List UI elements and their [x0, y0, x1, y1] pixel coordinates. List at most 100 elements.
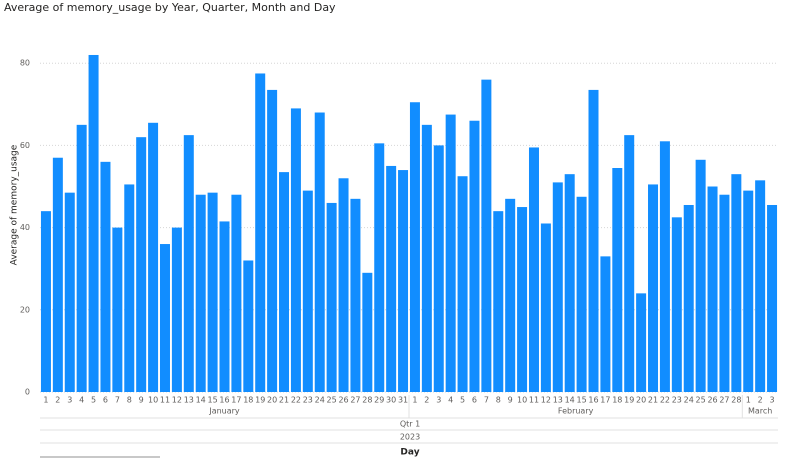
x-tick-label: 24	[684, 396, 694, 405]
x-tick-label: 12	[541, 396, 551, 405]
bar	[374, 143, 385, 392]
x-tick-label: 17	[231, 396, 241, 405]
bar	[350, 198, 361, 392]
chart-title: Average of memory_usage by Year, Quarter…	[4, 1, 336, 14]
x-tick-label: 21	[279, 396, 289, 405]
x-tick-label: 22	[291, 396, 301, 405]
bar	[636, 293, 647, 392]
bar	[719, 194, 730, 392]
x-tick-label: 13	[553, 396, 563, 405]
bar	[112, 227, 123, 392]
x-tick-label: 27	[350, 396, 360, 405]
x-tick-label: 7	[115, 396, 120, 405]
x-tick-label: 13	[184, 396, 194, 405]
bar	[207, 192, 218, 392]
x-tick-label: 4	[79, 396, 84, 405]
bar	[267, 89, 278, 392]
bar	[40, 211, 51, 392]
x-tick-label: 3	[436, 396, 441, 405]
x-tick-label: 8	[127, 396, 132, 405]
x-tick-label: 9	[139, 396, 144, 405]
y-tick-label: 20	[20, 305, 30, 314]
bar	[469, 120, 480, 393]
bar	[695, 159, 706, 392]
bar	[76, 124, 87, 392]
bar	[612, 168, 623, 392]
x-tick-label: 26	[707, 396, 717, 405]
x-tick-label: 14	[565, 396, 575, 405]
bar	[576, 196, 587, 392]
x-tick-label: 16	[588, 396, 598, 405]
bar	[505, 198, 516, 392]
bar	[707, 186, 718, 392]
x-tick-label: 16	[219, 396, 229, 405]
bar	[362, 272, 373, 392]
bar	[64, 192, 75, 392]
bar	[648, 184, 659, 392]
x-tick-label: 18	[612, 396, 622, 405]
x-tick-label: 15	[208, 396, 218, 405]
x-tick-label: 23	[672, 396, 682, 405]
y-tick-label: 0	[25, 388, 30, 397]
x-tick-label: 19	[624, 396, 634, 405]
bar	[255, 73, 266, 392]
x-tick-label: 9	[508, 396, 513, 405]
x-tick-label: 8	[496, 396, 501, 405]
x-tick-label: 11	[160, 396, 170, 405]
bar	[326, 202, 337, 392]
y-tick-label: 80	[20, 59, 30, 68]
bar	[409, 102, 420, 393]
bar	[159, 244, 170, 392]
x-tick-label: 3	[67, 396, 72, 405]
x-tick-label: 10	[148, 396, 158, 405]
bar	[743, 190, 754, 392]
bar	[528, 147, 539, 392]
x-tick-label: 1	[746, 396, 751, 405]
bar	[457, 176, 468, 392]
bar	[290, 108, 301, 392]
x-tick-label: 1	[412, 396, 417, 405]
x-tick-label: 27	[719, 396, 729, 405]
bar	[386, 165, 397, 392]
bar	[731, 174, 742, 392]
x-tick-label: 3	[770, 396, 775, 405]
y-tick-label: 60	[20, 141, 30, 150]
x-tick-label: 26	[338, 396, 348, 405]
bar	[183, 135, 194, 392]
x-axis-title: Day	[400, 448, 419, 458]
bar	[493, 211, 504, 392]
bar	[171, 227, 182, 392]
x-tick-label: 10	[517, 396, 527, 405]
x-tick-label: 2	[424, 396, 429, 405]
quarter-label: Qtr 1	[400, 420, 420, 429]
bar	[100, 161, 111, 392]
bar	[540, 223, 551, 392]
x-tick-label: 31	[398, 396, 408, 405]
bar	[338, 178, 349, 392]
month-label: January	[208, 407, 240, 416]
x-tick-label: 25	[696, 396, 706, 405]
bar	[481, 79, 492, 392]
x-tick-label: 18	[243, 396, 253, 405]
bar	[445, 114, 456, 392]
bar	[671, 217, 682, 392]
bar	[195, 194, 206, 392]
bar	[552, 182, 563, 392]
bar	[767, 204, 778, 392]
bar	[302, 190, 313, 392]
bar	[421, 124, 432, 392]
x-tick-label: 20	[636, 396, 646, 405]
x-tick-label: 25	[327, 396, 337, 405]
bar	[624, 135, 635, 392]
bar	[517, 207, 528, 392]
x-tick-label: 17	[600, 396, 610, 405]
bar	[124, 184, 135, 392]
year-label: 2023	[400, 433, 420, 442]
x-tick-label: 12	[172, 396, 182, 405]
x-tick-label: 21	[648, 396, 658, 405]
bar	[279, 172, 290, 392]
x-tick-label: 30	[386, 396, 396, 405]
x-tick-label: 2	[758, 396, 763, 405]
x-tick-label: 28	[731, 396, 741, 405]
